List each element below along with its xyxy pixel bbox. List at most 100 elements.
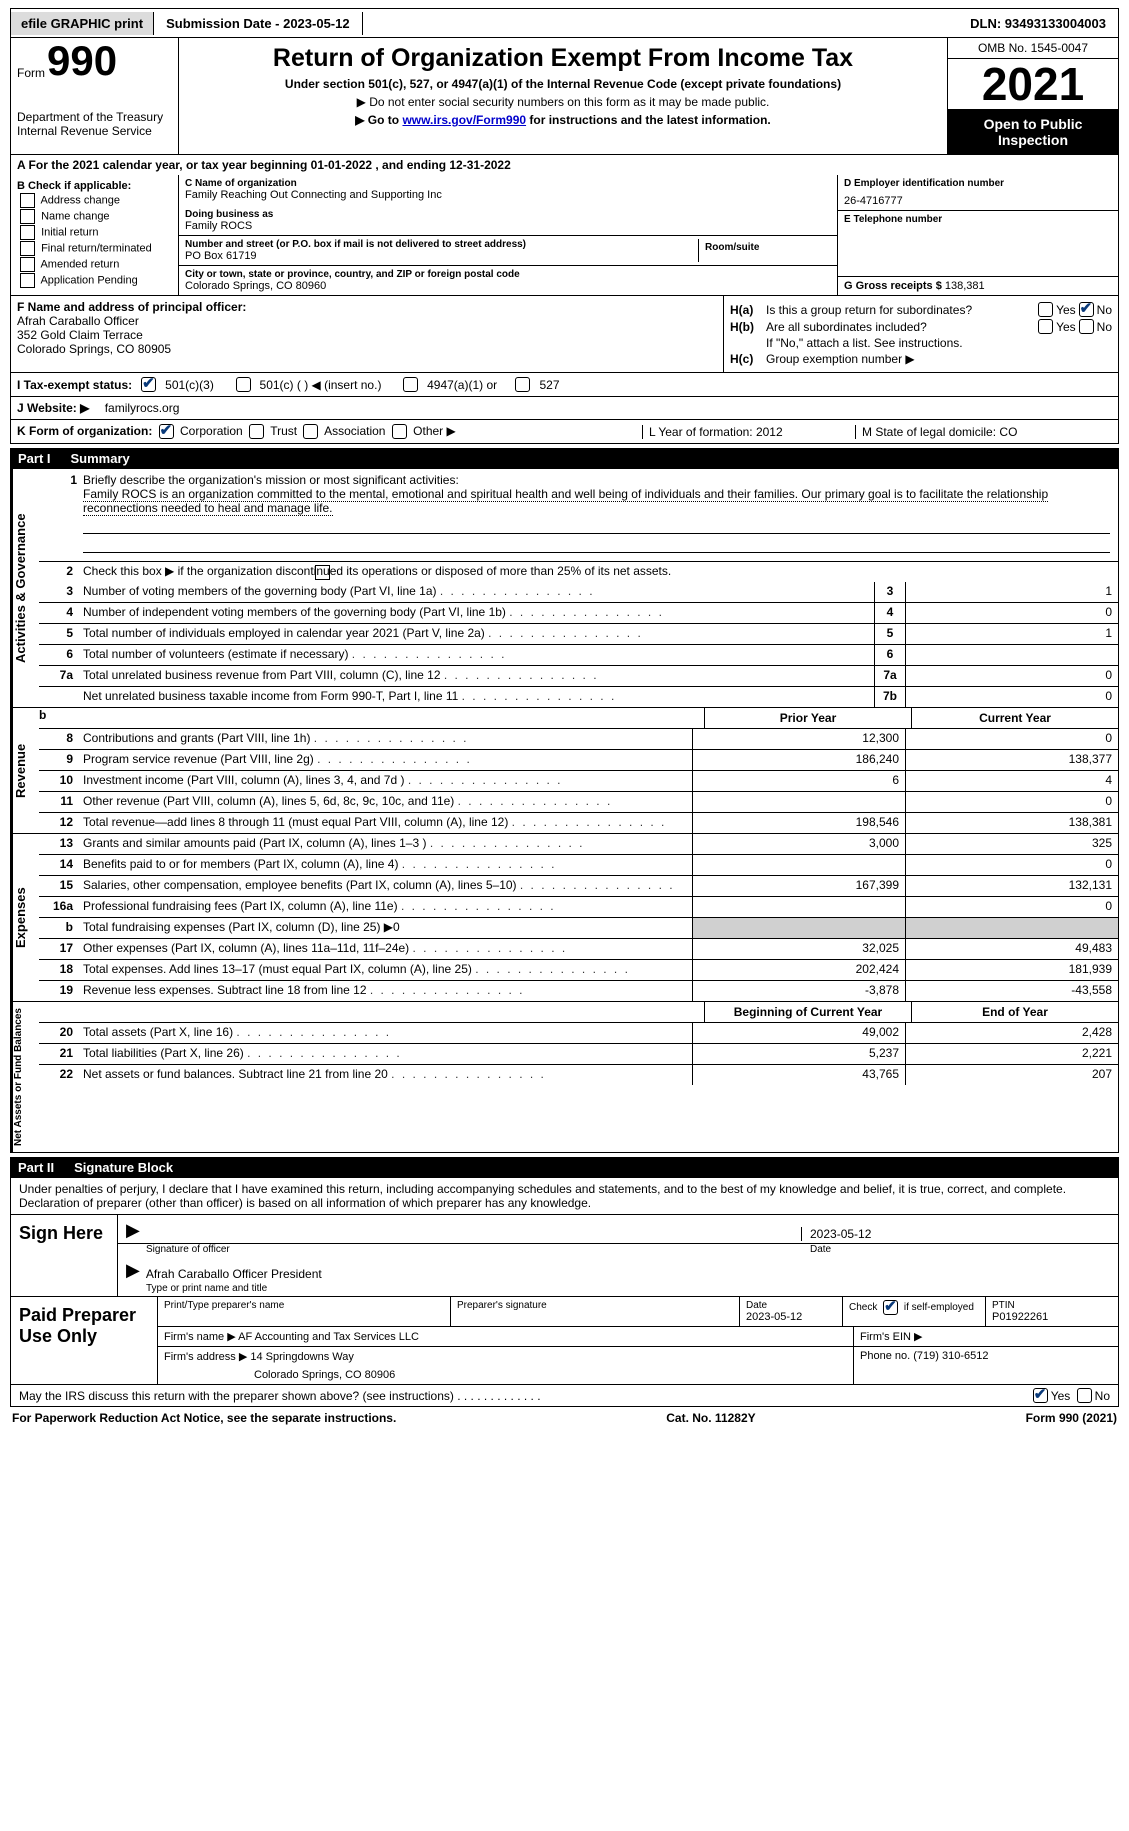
side-activities: Activities & Governance <box>11 469 39 707</box>
street-value: PO Box 61719 <box>185 250 698 262</box>
officer-name: Afrah Caraballo Officer <box>17 314 717 328</box>
side-net: Net Assets or Fund Balances <box>11 1002 39 1152</box>
form-header: Form 990 Department of the Treasury Inte… <box>10 38 1119 155</box>
dln-number: DLN: 93493133004003 <box>958 12 1118 35</box>
omb-number: OMB No. 1545-0047 <box>948 38 1118 59</box>
check-527[interactable] <box>515 377 530 392</box>
data-line: 20Total assets (Part X, line 16) 49,0022… <box>39 1023 1118 1044</box>
entity-info-grid: B Check if applicable: Address change Na… <box>10 175 1119 296</box>
netassets-section: Net Assets or Fund Balances Beginning of… <box>10 1002 1119 1153</box>
sig-date: 2023-05-12 <box>801 1227 1110 1241</box>
state-domicile: M State of legal domicile: CO <box>855 425 1112 439</box>
room-label: Room/suite <box>705 242 825 253</box>
data-line: bTotal fundraising expenses (Part IX, co… <box>39 918 1118 939</box>
box-b: B Check if applicable: Address change Na… <box>11 175 179 295</box>
data-line: 22Net assets or fund balances. Subtract … <box>39 1065 1118 1085</box>
website-value: familyrocs.org <box>105 401 180 415</box>
side-expenses: Expenses <box>11 834 39 1001</box>
preparer-block: Paid Preparer Use Only Print/Type prepar… <box>11 1296 1118 1384</box>
check-initial-return[interactable] <box>20 225 35 240</box>
dept-treasury: Department of the Treasury <box>17 110 172 124</box>
check-corp[interactable] <box>159 424 174 439</box>
ha-yes-check[interactable] <box>1038 302 1053 317</box>
check-address-change[interactable] <box>20 193 35 208</box>
hb-yes-check[interactable] <box>1038 319 1053 334</box>
check-app-pending[interactable] <box>20 273 35 288</box>
form-990-page: efile GRAPHIC print Submission Date - 20… <box>0 0 1129 1437</box>
public-inspection: Open to Public Inspection <box>948 110 1118 154</box>
phone-label: E Telephone number <box>844 214 1112 225</box>
check-amended[interactable] <box>20 257 35 272</box>
arrow-icon-2: ▶ <box>126 1260 140 1281</box>
mission-block: 1 Briefly describe the organization's mi… <box>39 469 1118 562</box>
gross-receipts-label: G Gross receipts $ <box>844 280 942 292</box>
summary-line: 6Total number of volunteers (estimate if… <box>39 645 1118 666</box>
check-other[interactable] <box>392 424 407 439</box>
data-line: 13Grants and similar amounts paid (Part … <box>39 834 1118 855</box>
revenue-section: Revenue bPrior YearCurrent Year 8Contrib… <box>10 708 1119 834</box>
box-f: F Name and address of principal officer:… <box>11 296 724 372</box>
activities-section: Activities & Governance 1 Briefly descri… <box>10 469 1119 708</box>
k-row: K Form of organization: Corporation Trus… <box>10 420 1119 444</box>
form-label: Form <box>17 66 45 80</box>
tax-year: 2021 <box>948 59 1118 110</box>
form-note-2: ▶ Go to www.irs.gov/Form990 for instruct… <box>189 113 937 127</box>
check-501c3[interactable] <box>141 377 156 392</box>
check-self-employed[interactable] <box>883 1300 898 1315</box>
city-value: Colorado Springs, CO 80960 <box>185 280 831 292</box>
header-right: OMB No. 1545-0047 2021 Open to Public In… <box>947 38 1118 154</box>
org-name: Family Reaching Out Connecting and Suppo… <box>185 189 831 201</box>
city-label: City or town, state or province, country… <box>185 269 831 280</box>
officer-addr2: Colorado Springs, CO 80905 <box>17 342 717 356</box>
expenses-section: Expenses 13Grants and similar amounts pa… <box>10 834 1119 1002</box>
org-name-label: C Name of organization <box>185 178 831 189</box>
part-2-header: Part II Signature Block <box>10 1157 1119 1178</box>
summary-line: 4Number of independent voting members of… <box>39 603 1118 624</box>
summary-line: Net unrelated business taxable income fr… <box>39 687 1118 707</box>
ein-value: 26-4716777 <box>844 195 1112 207</box>
check-name-change[interactable] <box>20 209 35 224</box>
irs-link[interactable]: www.irs.gov/Form990 <box>402 113 526 127</box>
summary-line: 5Total number of individuals employed in… <box>39 624 1118 645</box>
perjury-text: Under penalties of perjury, I declare th… <box>11 1178 1118 1214</box>
ein-label: D Employer identification number <box>844 178 1112 189</box>
form-note-1: ▶ Do not enter social security numbers o… <box>189 95 937 109</box>
data-line: 11Other revenue (Part VIII, column (A), … <box>39 792 1118 813</box>
top-bar: efile GRAPHIC print Submission Date - 20… <box>10 8 1119 38</box>
efile-print-button[interactable]: efile GRAPHIC print <box>11 12 154 35</box>
mission-text: Family ROCS is an organization committed… <box>83 487 1048 516</box>
header-left: Form 990 Department of the Treasury Inte… <box>11 38 179 154</box>
form-subtitle: Under section 501(c), 527, or 4947(a)(1)… <box>189 77 937 91</box>
submission-date: Submission Date - 2023-05-12 <box>154 12 363 35</box>
summary-line: 3Number of voting members of the governi… <box>39 582 1118 603</box>
street-label: Number and street (or P.O. box if mail i… <box>185 239 698 250</box>
check-4947[interactable] <box>403 377 418 392</box>
dba-value: Family ROCS <box>185 220 831 232</box>
data-line: 10Investment income (Part VIII, column (… <box>39 771 1118 792</box>
data-line: 19Revenue less expenses. Subtract line 1… <box>39 981 1118 1001</box>
discuss-no-check[interactable] <box>1077 1388 1092 1403</box>
hb-no-check[interactable] <box>1079 319 1094 334</box>
page-footer: For Paperwork Reduction Act Notice, see … <box>10 1407 1119 1429</box>
right-info: D Employer identification number 26-4716… <box>837 175 1118 295</box>
box-h: H(a) Is this a group return for subordin… <box>724 296 1118 372</box>
website-row: J Website: ▶ familyrocs.org <box>10 397 1119 420</box>
data-line: 18Total expenses. Add lines 13–17 (must … <box>39 960 1118 981</box>
check-501c[interactable] <box>236 377 251 392</box>
row-a-tax-year: A For the 2021 calendar year, or tax yea… <box>10 155 1119 175</box>
check-assoc[interactable] <box>303 424 318 439</box>
paid-preparer-label: Paid Preparer Use Only <box>11 1297 158 1384</box>
ha-no-check[interactable] <box>1079 302 1094 317</box>
fgh-row: F Name and address of principal officer:… <box>10 296 1119 373</box>
side-revenue: Revenue <box>11 708 39 833</box>
check-final-return[interactable] <box>20 241 35 256</box>
check-trust[interactable] <box>249 424 264 439</box>
data-line: 12Total revenue—add lines 8 through 11 (… <box>39 813 1118 833</box>
year-formation: L Year of formation: 2012 <box>642 425 849 439</box>
check-discontinued[interactable] <box>315 565 330 580</box>
discuss-row: May the IRS discuss this return with the… <box>10 1385 1119 1407</box>
signature-block: Under penalties of perjury, I declare th… <box>10 1178 1119 1385</box>
part-1-header: Part I Summary <box>10 448 1119 469</box>
data-line: 16aProfessional fundraising fees (Part I… <box>39 897 1118 918</box>
discuss-yes-check[interactable] <box>1033 1388 1048 1403</box>
